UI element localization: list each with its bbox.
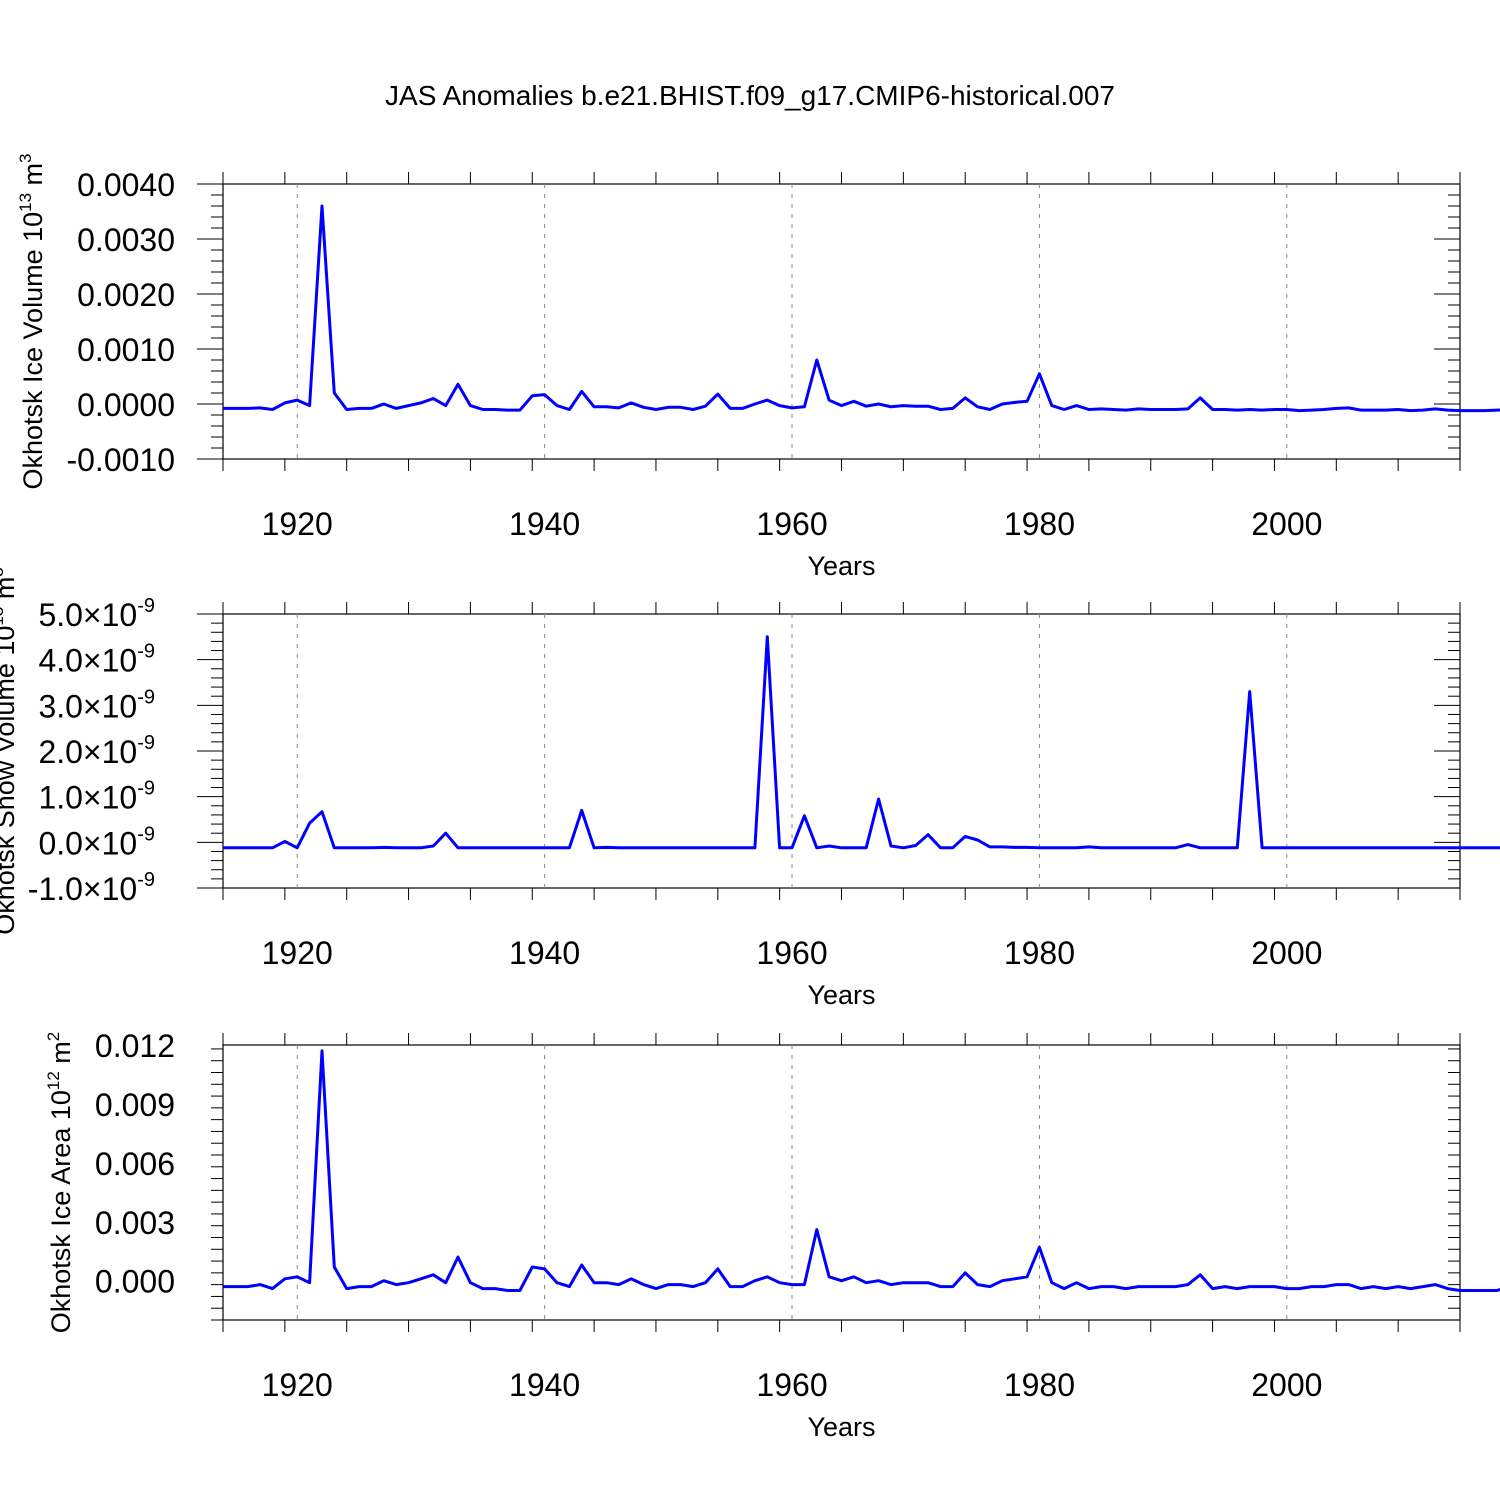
y-tick-label: 2.0×10-9: [38, 732, 155, 770]
x-tick-label: 1980: [1004, 935, 1075, 971]
y-tick-label: 0.0010: [77, 332, 175, 368]
y-tick-label: -0.0010: [66, 442, 175, 478]
y-tick-label: 0.0×10-9: [38, 823, 155, 861]
x-tick-label: 2000: [1251, 935, 1322, 971]
plot-frame: [222, 1044, 1461, 1321]
y-tick-label: 3.0×10-9: [38, 686, 155, 724]
y-tick-label: 0.000: [95, 1264, 175, 1300]
y-axis-label: Okhotsk Ice Volume 1013 m3: [16, 153, 48, 489]
y-tick-label: 0.003: [95, 1205, 175, 1241]
x-tick-label: 1960: [756, 506, 827, 542]
x-tick-label: 1920: [262, 1367, 333, 1403]
x-tick-label: 1980: [1004, 506, 1075, 542]
y-tick-label: 0.0000: [77, 387, 175, 423]
y-tick-label: 0.006: [95, 1146, 175, 1182]
x-tick-label: 1940: [509, 935, 580, 971]
y-tick-label: 0.0040: [77, 167, 175, 203]
series-line: [223, 204, 1500, 413]
y-tick-label: 5.0×10-9: [38, 595, 155, 633]
series-line: [223, 635, 1500, 850]
x-tick-label: 1920: [262, 506, 333, 542]
y-tick-label: -1.0×10-9: [28, 869, 155, 907]
y-axis-label: Okhotsk Snow Volume 1013 m3: [0, 567, 20, 935]
x-tick-label: 1940: [509, 506, 580, 542]
x-tick-label: 2000: [1251, 506, 1322, 542]
x-axis-label: Years: [807, 980, 875, 1010]
series-line: [223, 1049, 1500, 1292]
y-axis-label: Okhotsk Ice Area 1012 m2: [44, 1032, 76, 1334]
y-tick-label: 4.0×10-9: [38, 641, 155, 679]
x-tick-label: 1980: [1004, 1367, 1075, 1403]
x-tick-label: 1920: [262, 935, 333, 971]
y-tick-label: 0.0030: [77, 222, 175, 258]
x-axis-label: Years: [807, 551, 875, 581]
x-tick-label: 1940: [509, 1367, 580, 1403]
x-tick-label: 2000: [1251, 1367, 1322, 1403]
x-axis-label: Years: [807, 1412, 875, 1442]
figure-title: JAS Anomalies b.e21.BHIST.f09_g17.CMIP6-…: [385, 80, 1115, 111]
y-tick-label: 0.0020: [77, 277, 175, 313]
x-tick-label: 1960: [756, 1367, 827, 1403]
x-tick-label: 1960: [756, 935, 827, 971]
y-tick-label: 1.0×10-9: [38, 778, 155, 816]
y-tick-label: 0.009: [95, 1087, 175, 1123]
y-tick-label: 0.012: [95, 1028, 175, 1064]
